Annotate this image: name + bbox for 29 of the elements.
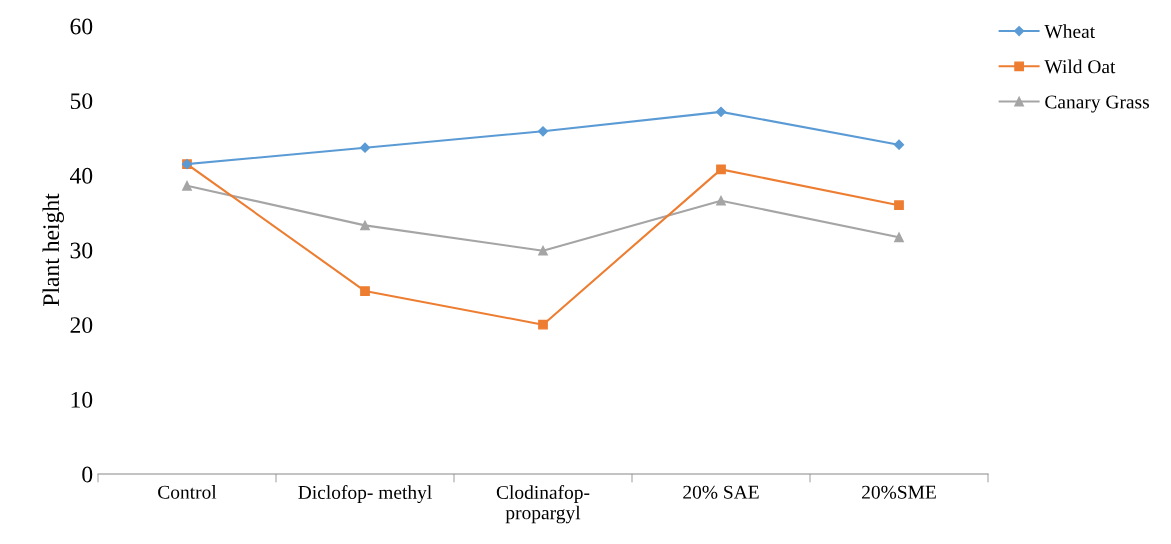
legend-label: Wheat <box>1044 24 1096 39</box>
point <box>716 164 726 175</box>
y-axis-title: Plant height <box>42 193 64 307</box>
point <box>537 126 549 137</box>
x-tick-label: 20%SME <box>862 485 936 499</box>
x-tick-label: Diclofop- methyl <box>298 485 432 503</box>
point <box>716 195 726 206</box>
y-tick-label: 60 <box>70 18 93 35</box>
point <box>715 106 727 117</box>
x-tick-label: Clodinafop- propargyl <box>496 485 590 524</box>
x-tick-label: Control <box>158 485 217 499</box>
point <box>538 245 548 256</box>
point <box>359 142 371 153</box>
point <box>360 220 370 231</box>
point <box>360 286 370 296</box>
legend-label: Wild Oat <box>1044 59 1116 74</box>
point <box>894 200 904 211</box>
point <box>894 232 904 243</box>
point <box>893 139 905 150</box>
y-tick-label: 50 <box>70 93 93 110</box>
y-tick-label: 0 <box>82 466 93 483</box>
x-tick-label: 20% SAE <box>683 485 759 499</box>
legend-label: Canary Grass <box>1045 95 1149 113</box>
point <box>182 180 192 191</box>
y-tick-label: 30 <box>70 242 93 259</box>
y-tick-label: 10 <box>71 391 93 408</box>
y-tick-label: 40 <box>69 167 93 184</box>
y-tick-label: 20 <box>70 317 93 334</box>
point <box>538 319 548 330</box>
